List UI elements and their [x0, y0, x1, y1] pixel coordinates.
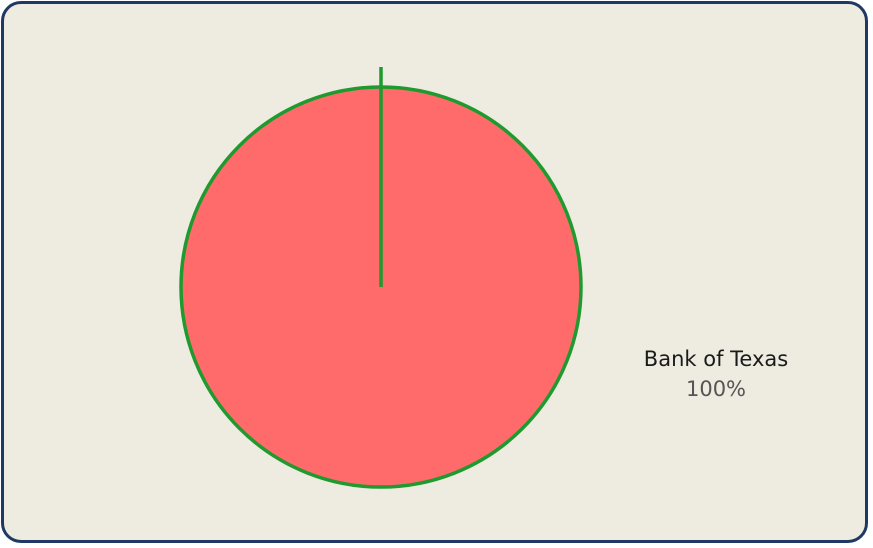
- slice-label: Bank of Texas 100%: [616, 344, 816, 404]
- slice-label-percent: 100%: [685, 377, 747, 401]
- pie-chart: [179, 67, 583, 489]
- slice-label-name: Bank of Texas: [643, 347, 789, 371]
- pie-slices: [179, 67, 583, 489]
